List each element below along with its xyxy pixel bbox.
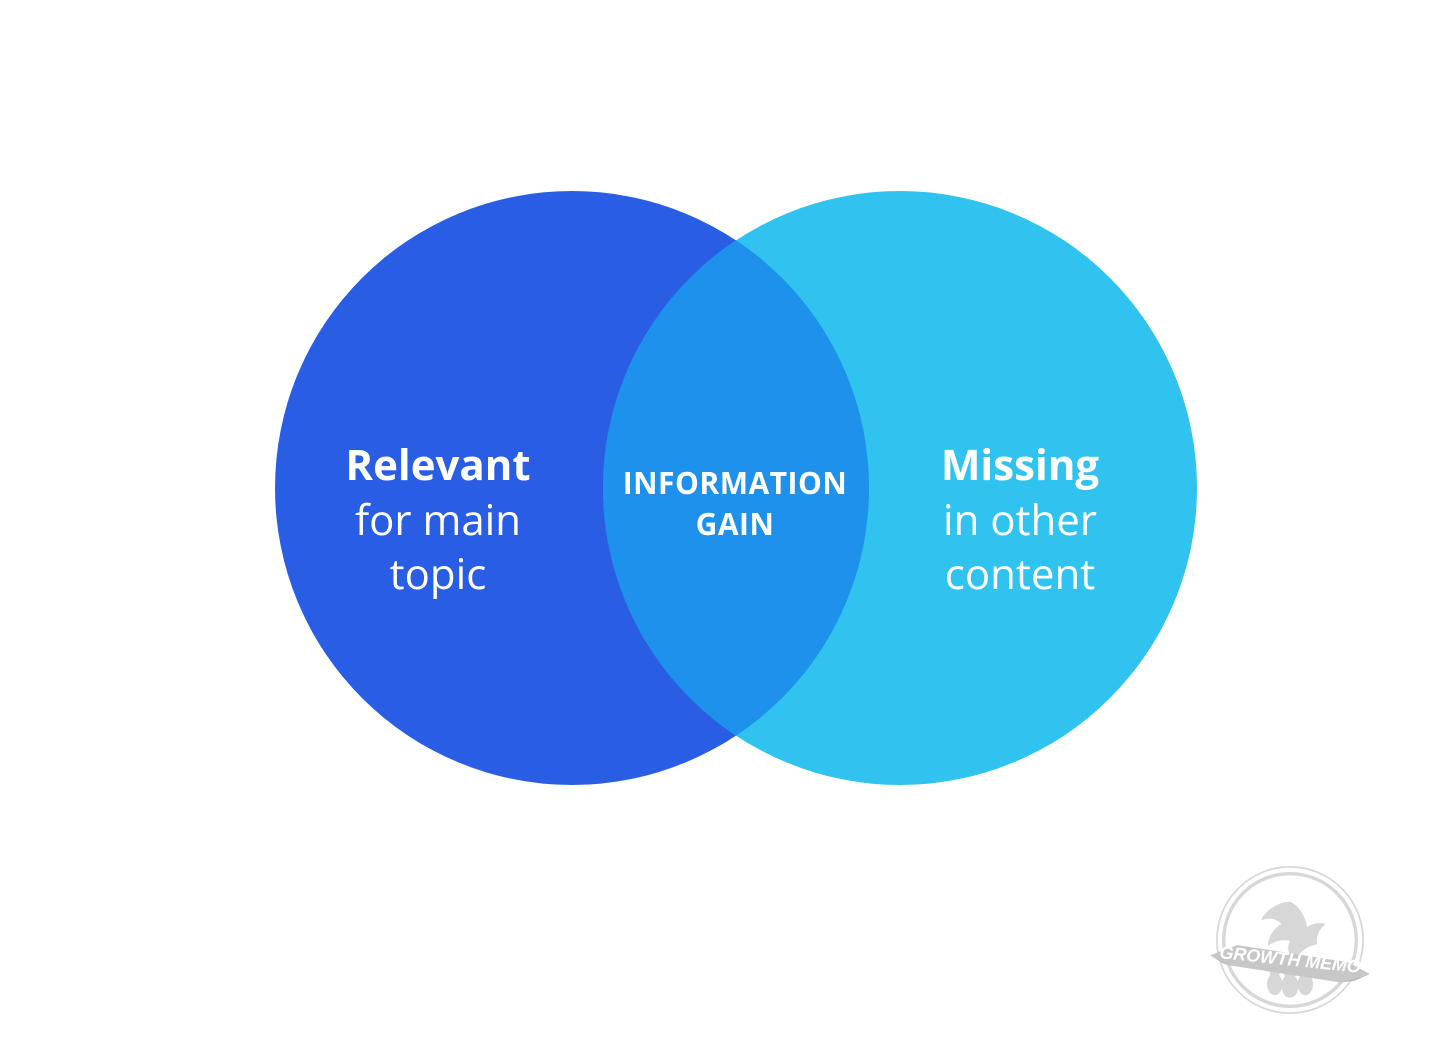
venn-left-label-line3: topic	[288, 547, 588, 602]
diagram-canvas: Relevant for main topic Missing in other…	[0, 0, 1456, 1048]
growth-memo-logo: GROWTH MEMO	[1205, 855, 1375, 1025]
venn-left-label-bold: Relevant	[288, 438, 588, 493]
venn-right-label: Missing in other content	[870, 438, 1170, 602]
venn-center-label-line2: GAIN	[696, 503, 775, 544]
venn-center-label: INFORMATION GAIN	[605, 463, 865, 544]
venn-right-label-line3: content	[870, 547, 1170, 602]
venn-left-label-line2: for main	[288, 493, 588, 548]
venn-center-label-line1: INFORMATION	[623, 462, 848, 503]
venn-right-label-line2: in other	[870, 493, 1170, 548]
venn-right-label-bold: Missing	[870, 438, 1170, 493]
venn-left-label: Relevant for main topic	[288, 438, 588, 602]
